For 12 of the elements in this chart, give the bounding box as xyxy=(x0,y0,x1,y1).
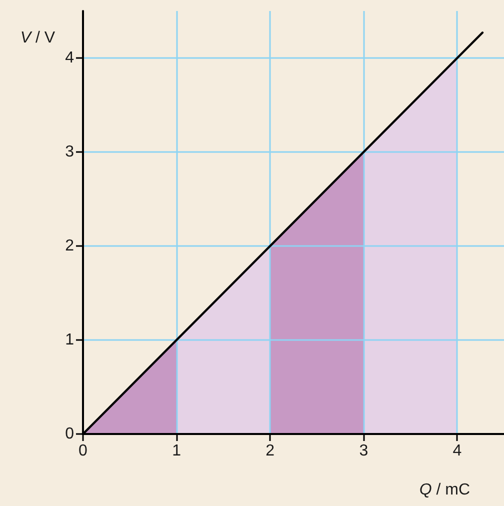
x-tick-label: 3 xyxy=(359,442,368,460)
y-tick-label: 0 xyxy=(65,426,74,442)
y-tick-label: 4 xyxy=(65,50,74,66)
x-tick-label: 4 xyxy=(452,442,462,460)
x-tick-label: 1 xyxy=(172,442,182,460)
x-tick-label: 2 xyxy=(266,442,275,460)
x-axis-title: Q / mC xyxy=(419,482,470,498)
y-tick-label: 2 xyxy=(65,238,74,254)
x-tick-label: 0 xyxy=(78,442,88,460)
y-tick-label: 1 xyxy=(65,332,74,348)
y-axis-title: V / V xyxy=(20,30,56,46)
y-tick-label: 3 xyxy=(65,144,74,160)
